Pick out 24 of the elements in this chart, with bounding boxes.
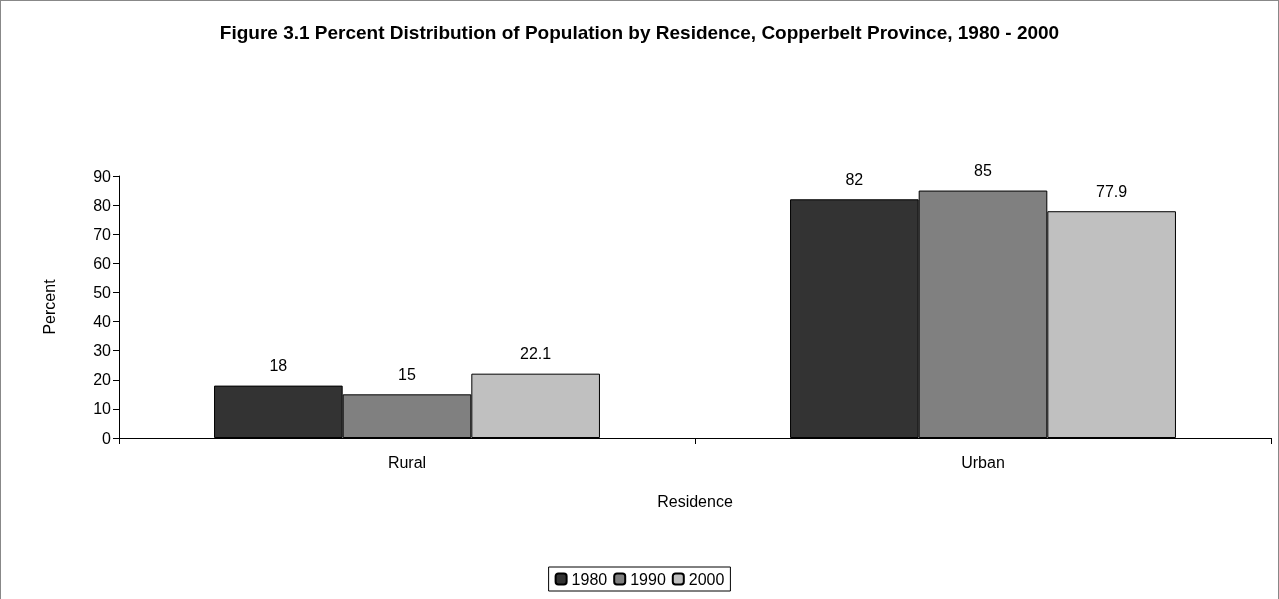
data-label: 18	[269, 357, 288, 375]
y-tick-label: 0	[102, 429, 112, 447]
y-tick-label: 60	[93, 254, 112, 272]
x-tick-label: Urban	[961, 453, 1005, 471]
y-axis-title: Percent	[40, 278, 58, 335]
y-tick-label: 80	[93, 196, 112, 214]
y-tick-label: 90	[93, 167, 112, 185]
x-axis-title: Residence	[657, 492, 733, 510]
y-tick-label: 40	[93, 313, 112, 331]
legend-label: 1990	[630, 570, 666, 588]
y-tick-label: 30	[93, 342, 112, 360]
y-tick-label: 20	[93, 371, 112, 389]
data-label: 77.9	[1096, 182, 1128, 200]
legend-label: 1980	[571, 570, 608, 588]
data-label: 15	[398, 365, 416, 383]
y-tick-label: 10	[93, 400, 112, 418]
y-tick-label: 70	[93, 225, 112, 243]
data-label: 85	[974, 162, 992, 180]
chart-title: Figure 3.1 Percent Distribution of Population by Residence, Copperbelt Province, 1980 - 2000	[219, 21, 1060, 43]
data-label: 22.1	[520, 345, 552, 363]
legend-label: 2000	[688, 570, 725, 588]
data-label: 82	[845, 170, 864, 188]
x-tick-label: Rural	[387, 453, 427, 471]
y-tick-label: 50	[93, 283, 112, 301]
